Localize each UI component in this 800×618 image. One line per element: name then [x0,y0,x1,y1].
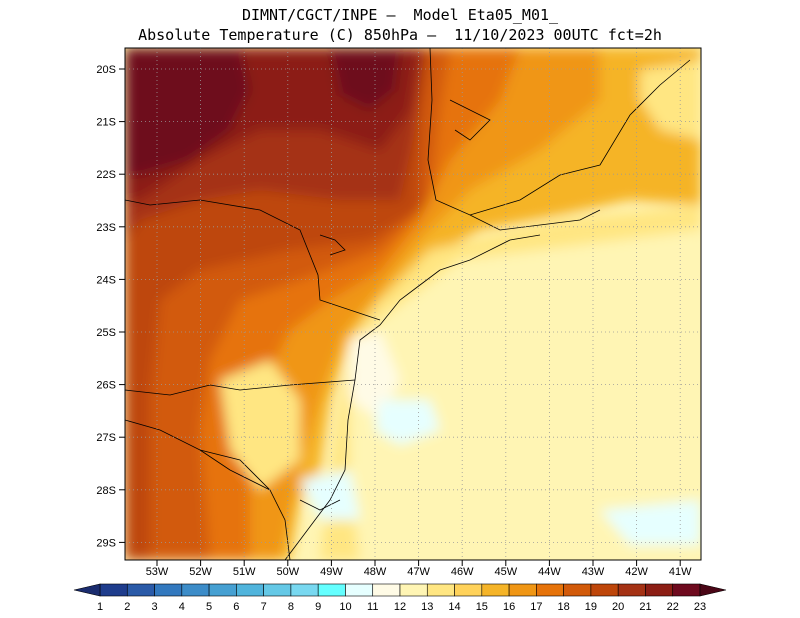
lat-label-22S: 22S [96,169,116,181]
colorbar-swatch-22 [672,583,701,597]
colorbar-swatch-14 [454,583,483,597]
colorbar [73,583,727,597]
colorbar-label-4: 4 [179,601,185,613]
graticule [125,48,701,560]
colorbar-label-22: 22 [667,601,679,613]
colorbar-swatch-19 [590,583,619,597]
colorbar-swatch-9 [317,583,346,597]
colorbar-label-5: 5 [206,601,212,613]
colorbar-swatch-4 [181,583,210,597]
lon-label-51W: 51W [233,566,256,578]
colorbar-label-17: 17 [530,601,542,613]
colorbar-label-8: 8 [288,601,294,613]
temperature-field [125,48,701,560]
lon-label-49W: 49W [320,566,343,578]
lon-label-45W: 45W [494,566,517,578]
lat-label-29S: 29S [96,537,116,549]
lat-label-21S: 21S [96,117,116,129]
colorbar-label-14: 14 [448,601,460,613]
colorbar-swatch-5 [208,583,237,597]
colorbar-label-23: 23 [694,601,706,613]
lat-label-25S: 25S [96,327,116,339]
lat-label-28S: 28S [96,485,116,497]
lat-label-27S: 27S [96,432,116,444]
lon-label-41W: 41W [669,566,692,578]
coastline-and-borders [125,48,691,560]
map-title-line1: DIMNT/CGCT/INPE — Model Eta05_M01_ [241,6,559,24]
colorbar-swatch-6 [236,583,264,597]
colorbar-low-arrow [73,583,101,597]
map-frame [124,47,702,561]
colorbar-swatch-8 [290,583,319,597]
colorbar-swatch-16 [508,583,537,597]
lon-label-48W: 48W [364,566,387,578]
lat-label-20S: 20S [96,64,116,76]
colorbar-label-9: 9 [315,601,321,613]
colorbar-swatch-18 [563,583,592,597]
colorbar-high-arrow [699,583,727,597]
colorbar-label-18: 18 [558,601,570,613]
colorbar-swatch-12 [399,583,428,597]
map-title-line2: Absolute Temperature (C) 850hPa — 11/10/… [138,26,662,44]
colorbar-swatch-15 [481,583,510,597]
colorbar-labels: 1 2 3 4 5 6 7 8 9 10 11 12 13 14 15 16 17 18 19 20 21 22 23 [97,601,706,613]
colorbar-label-2: 2 [124,601,130,613]
colorbar-label-16: 16 [503,601,515,613]
colorbar-swatch-7 [263,583,292,597]
colorbar-swatch-20 [617,583,646,597]
lat-label-24S: 24S [96,274,116,286]
colorbar-label-21: 21 [639,601,651,613]
longitude-labels: 53W 52W 51W 50W 49W 48W 47W 46W 45W 44W 43W 42W 41W [146,560,692,578]
lon-label-47W: 47W [407,566,430,578]
colorbar-swatch-17 [536,583,564,597]
colorbar-swatch-1 [99,583,128,597]
colorbar-label-13: 13 [421,601,433,613]
lon-label-50W: 50W [276,566,299,578]
lat-label-23S: 23S [96,222,116,234]
colorbar-label-10: 10 [339,601,351,613]
colorbar-label-3: 3 [151,601,157,613]
colorbar-label-11: 11 [367,601,378,613]
colorbar-label-6: 6 [233,601,239,613]
latitude-labels: 20S 21S 22S 23S 24S 25S 26S 27S 28S 29S [96,64,125,549]
lon-label-43W: 43W [582,566,605,578]
colorbar-label-1: 1 [97,601,103,613]
colorbar-label-15: 15 [476,601,488,613]
colorbar-swatch-2 [126,583,155,597]
colorbar-swatch-21 [645,583,674,597]
colorbar-swatch-13 [426,583,455,597]
lon-label-42W: 42W [625,566,648,578]
colorbar-label-12: 12 [394,601,406,613]
lon-label-53W: 53W [146,566,169,578]
lon-label-44W: 44W [538,566,561,578]
colorbar-label-7: 7 [261,601,267,613]
colorbar-label-20: 20 [612,601,624,613]
colorbar-label-19: 19 [585,601,597,613]
colorbar-swatch-11 [372,583,401,597]
lat-label-26S: 26S [96,380,116,392]
lon-label-46W: 46W [451,566,474,578]
colorbar-swatch-10 [345,583,374,597]
lon-label-52W: 52W [189,566,212,578]
colorbar-swatch-3 [154,583,183,597]
